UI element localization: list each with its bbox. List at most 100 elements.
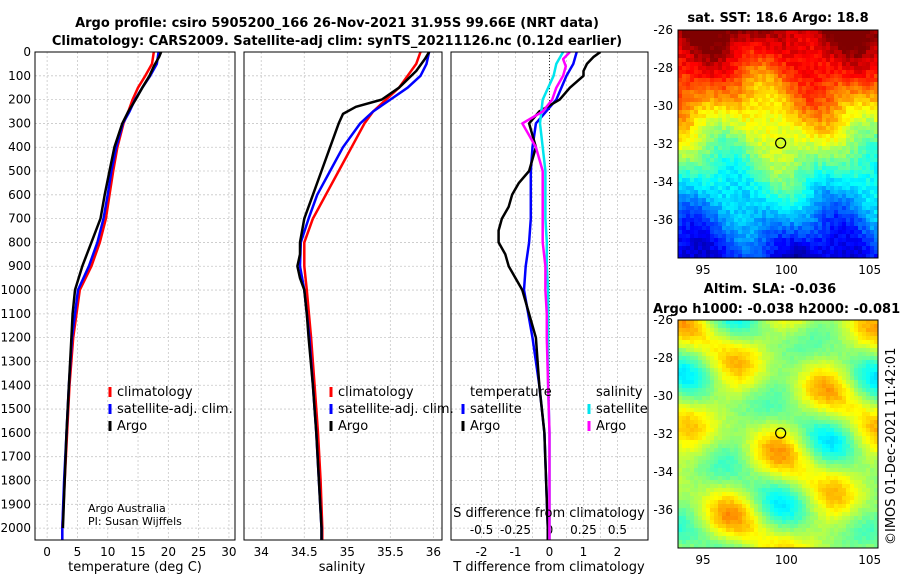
map-cell bbox=[874, 190, 879, 195]
series-line-salinity-satellite bbox=[538, 52, 565, 540]
map-cell bbox=[818, 440, 823, 445]
map-cell bbox=[702, 404, 707, 409]
map-cell bbox=[782, 146, 787, 151]
map-cell bbox=[698, 388, 703, 393]
map-cell bbox=[854, 198, 859, 203]
map-cell bbox=[786, 54, 791, 59]
map-cell bbox=[842, 166, 847, 171]
map-cell bbox=[734, 218, 739, 223]
map-cell bbox=[858, 230, 863, 235]
map-cell bbox=[762, 468, 767, 473]
map-cell bbox=[706, 460, 711, 465]
map-cell bbox=[698, 340, 703, 345]
map-cell bbox=[830, 230, 835, 235]
map-cell bbox=[730, 70, 735, 75]
map-cell bbox=[870, 234, 875, 239]
map-cell bbox=[854, 146, 859, 151]
map-cell bbox=[834, 238, 839, 243]
map-cell bbox=[750, 352, 755, 357]
map-cell bbox=[698, 452, 703, 457]
map-cell bbox=[686, 250, 691, 255]
map-cell bbox=[686, 254, 691, 259]
map-cell bbox=[734, 372, 739, 377]
map-cell bbox=[778, 86, 783, 91]
map-cell bbox=[758, 154, 763, 159]
map-cell bbox=[818, 250, 823, 255]
map-cell bbox=[790, 206, 795, 211]
map-cell bbox=[758, 66, 763, 71]
map-cell bbox=[774, 30, 779, 35]
map-cell bbox=[706, 182, 711, 187]
map-cell bbox=[762, 154, 767, 159]
map-cell bbox=[790, 464, 795, 469]
map-cell bbox=[734, 336, 739, 341]
map-cell bbox=[750, 62, 755, 67]
map-cell bbox=[698, 416, 703, 421]
map-cell bbox=[782, 364, 787, 369]
map-cell bbox=[682, 170, 687, 175]
map-cell bbox=[778, 114, 783, 119]
map-cell bbox=[770, 452, 775, 457]
map-cell bbox=[846, 242, 851, 247]
map-cell bbox=[786, 452, 791, 457]
map-cell bbox=[738, 190, 743, 195]
map-cell bbox=[702, 472, 707, 477]
map-cell bbox=[814, 162, 819, 167]
map-cell bbox=[754, 230, 759, 235]
map-cell bbox=[714, 126, 719, 131]
map-cell bbox=[686, 424, 691, 429]
map-cell bbox=[686, 102, 691, 107]
map-cell bbox=[810, 130, 815, 135]
map-cell bbox=[770, 82, 775, 87]
map-cell bbox=[770, 166, 775, 171]
map-cell bbox=[738, 42, 743, 47]
map-cell bbox=[818, 336, 823, 341]
map-cell bbox=[834, 58, 839, 63]
map-cell bbox=[870, 246, 875, 251]
map-cell bbox=[858, 348, 863, 353]
map-cell bbox=[858, 74, 863, 79]
map-cell bbox=[794, 62, 799, 67]
map-cell bbox=[862, 106, 867, 111]
map-cell bbox=[858, 98, 863, 103]
map-cell bbox=[718, 154, 723, 159]
map-cell bbox=[762, 182, 767, 187]
map-cell bbox=[794, 90, 799, 95]
map-cell bbox=[838, 416, 843, 421]
map-cell bbox=[782, 174, 787, 179]
map-cell bbox=[806, 324, 811, 329]
map-cell bbox=[822, 38, 827, 43]
map-cell bbox=[874, 388, 879, 393]
map-cell bbox=[682, 420, 687, 425]
map-cell bbox=[802, 102, 807, 107]
map-cell bbox=[766, 42, 771, 47]
map-cell bbox=[778, 238, 783, 243]
map-cell bbox=[694, 58, 699, 63]
map-cell bbox=[758, 162, 763, 167]
map-cell bbox=[870, 214, 875, 219]
map-cell bbox=[714, 448, 719, 453]
map-cell bbox=[826, 444, 831, 449]
map-cell bbox=[730, 320, 735, 325]
map-cell bbox=[806, 102, 811, 107]
map-cell bbox=[706, 396, 711, 401]
map-cell bbox=[738, 432, 743, 437]
map-cell bbox=[830, 190, 835, 195]
map-cell bbox=[690, 416, 695, 421]
map-cell bbox=[862, 30, 867, 35]
map-cell bbox=[702, 460, 707, 465]
map-cell bbox=[790, 146, 795, 151]
map-cell bbox=[734, 226, 739, 231]
map-cell bbox=[718, 38, 723, 43]
map-cell bbox=[782, 388, 787, 393]
map-cell bbox=[706, 158, 711, 163]
map-cell bbox=[734, 186, 739, 191]
map-cell bbox=[806, 82, 811, 87]
map-cell bbox=[870, 464, 875, 469]
map-cell bbox=[738, 146, 743, 151]
map-cell bbox=[706, 30, 711, 35]
map-cell bbox=[762, 34, 767, 39]
map-cell bbox=[774, 190, 779, 195]
map-cell bbox=[742, 340, 747, 345]
map-cell bbox=[714, 432, 719, 437]
